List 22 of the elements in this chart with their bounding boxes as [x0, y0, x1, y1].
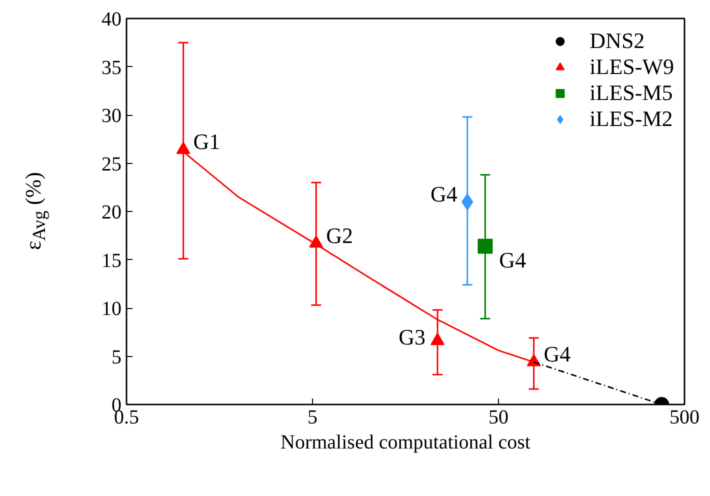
- y-tick-label: 30: [102, 105, 122, 127]
- y-tick-label: 15: [102, 250, 122, 272]
- annotation: G1: [193, 129, 220, 154]
- legend-label: iLES-M5: [590, 80, 673, 106]
- y-tick-label: 25: [102, 153, 122, 176]
- x-tick-label: 500: [670, 406, 700, 428]
- y-tick-label: 10: [102, 298, 122, 320]
- x-tick-label: 5: [308, 406, 318, 428]
- annotation: G3: [398, 324, 426, 350]
- annotation: G4: [499, 248, 526, 273]
- y-tick-label: 35: [102, 56, 122, 79]
- x-tick-label: 50: [488, 406, 508, 428]
- annotation: G2: [326, 222, 354, 248]
- y-tick-label: 40: [102, 8, 122, 30]
- legend-label: iLES-M2: [590, 106, 673, 132]
- y-tick-label: 20: [102, 202, 122, 224]
- annotation: G4: [544, 342, 571, 367]
- legend-label: iLES-W9: [590, 54, 674, 80]
- x-axis-title: Normalised computational cost: [280, 432, 531, 454]
- legend-label: DNS2: [590, 28, 645, 54]
- annotation: G4: [430, 181, 458, 206]
- y-tick-label: 5: [112, 346, 122, 368]
